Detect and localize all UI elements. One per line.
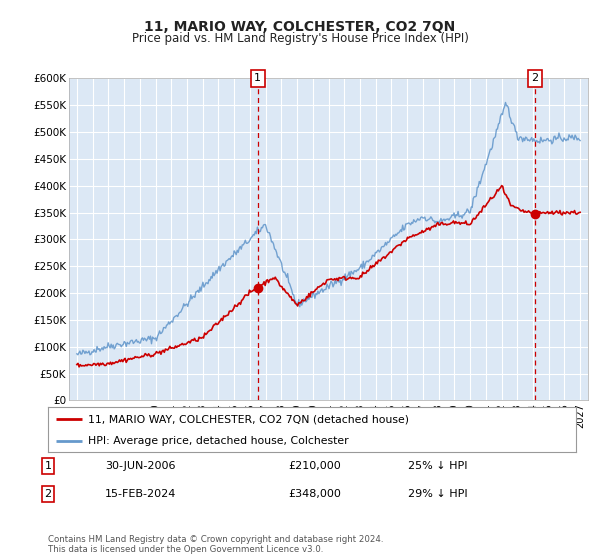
Text: 1: 1 bbox=[254, 73, 261, 83]
Text: 11, MARIO WAY, COLCHESTER, CO2 7QN: 11, MARIO WAY, COLCHESTER, CO2 7QN bbox=[145, 20, 455, 34]
Text: 15-FEB-2024: 15-FEB-2024 bbox=[105, 489, 176, 499]
Text: 25% ↓ HPI: 25% ↓ HPI bbox=[408, 461, 467, 471]
Text: £210,000: £210,000 bbox=[288, 461, 341, 471]
Text: 29% ↓ HPI: 29% ↓ HPI bbox=[408, 489, 467, 499]
Text: Price paid vs. HM Land Registry's House Price Index (HPI): Price paid vs. HM Land Registry's House … bbox=[131, 32, 469, 45]
Text: HPI: Average price, detached house, Colchester: HPI: Average price, detached house, Colc… bbox=[88, 436, 348, 446]
Text: Contains HM Land Registry data © Crown copyright and database right 2024.
This d: Contains HM Land Registry data © Crown c… bbox=[48, 535, 383, 554]
Text: 1: 1 bbox=[44, 461, 52, 471]
Text: 11, MARIO WAY, COLCHESTER, CO2 7QN (detached house): 11, MARIO WAY, COLCHESTER, CO2 7QN (deta… bbox=[88, 414, 409, 424]
Text: 2: 2 bbox=[531, 73, 538, 83]
Text: £348,000: £348,000 bbox=[288, 489, 341, 499]
Text: 2: 2 bbox=[44, 489, 52, 499]
Text: 30-JUN-2006: 30-JUN-2006 bbox=[105, 461, 176, 471]
